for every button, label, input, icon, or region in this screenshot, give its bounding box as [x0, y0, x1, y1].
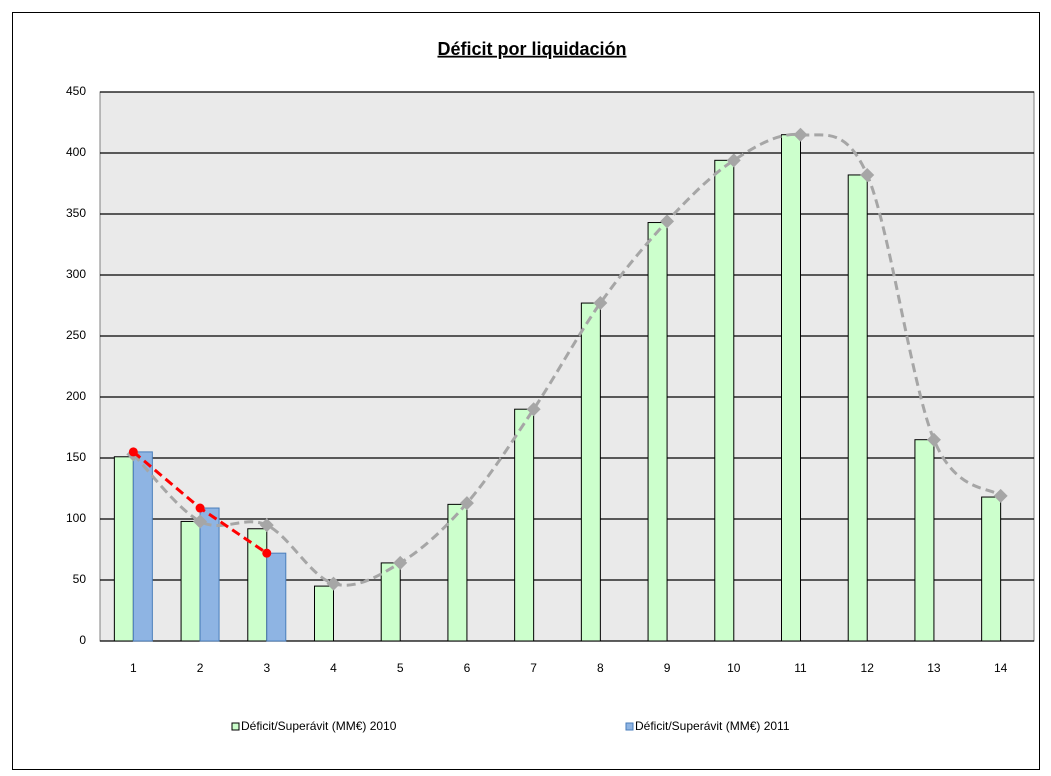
marker [526, 402, 541, 417]
bar [266, 552, 287, 642]
y-tick-label: 50 [73, 572, 87, 586]
x-tick-label: 7 [530, 661, 537, 675]
line [132, 132, 1002, 587]
x-tick-label: 1 [130, 661, 137, 675]
x-tick-label: 12 [861, 661, 875, 675]
chart-title: Déficit por liquidación [437, 39, 626, 59]
marker [860, 167, 875, 182]
bar [914, 439, 935, 642]
marker [326, 576, 341, 591]
y-tick-label: 300 [66, 267, 86, 281]
legend-label: Déficit/Superávit (MM€) 2011 [635, 719, 790, 733]
bar [380, 562, 401, 642]
plot-area [99, 91, 1035, 642]
x-tick-label: 13 [927, 661, 941, 675]
marker [593, 296, 608, 311]
x-tick-label: 8 [597, 661, 604, 675]
y-tick-label: 400 [66, 145, 86, 159]
marker [793, 127, 808, 142]
legend-label: Déficit/Superávit (MM€) 2010 [241, 719, 397, 733]
marker [393, 555, 408, 570]
x-tick-label: 4 [330, 661, 337, 675]
marker [193, 514, 208, 529]
bar [781, 134, 801, 642]
bar [647, 222, 668, 642]
bar [714, 159, 735, 642]
x-tick-label: 14 [994, 661, 1008, 675]
x-tick-label: 9 [664, 661, 671, 675]
bar [580, 302, 601, 642]
x-tick-label: 10 [727, 661, 741, 675]
marker [926, 432, 941, 447]
bar [132, 451, 153, 642]
y-tick-label: 250 [66, 328, 86, 342]
marker [993, 488, 1008, 503]
x-tick-label: 5 [397, 661, 404, 675]
y-tick-label: 350 [66, 206, 86, 220]
marker [259, 518, 274, 533]
marker [262, 548, 272, 558]
x-tick-label: 11 [794, 661, 807, 675]
marker [459, 496, 474, 511]
legend-swatch [625, 722, 634, 731]
marker [660, 214, 675, 229]
y-tick-label: 100 [66, 511, 86, 525]
marker [128, 447, 138, 457]
bar [180, 520, 201, 642]
bar [981, 496, 1002, 642]
y-tick-label: 150 [66, 450, 86, 464]
bar [199, 507, 220, 642]
x-tick-label: 6 [464, 661, 471, 675]
bar [113, 456, 134, 642]
bar [514, 408, 535, 642]
bar [847, 174, 868, 642]
y-tick-label: 200 [66, 389, 86, 403]
x-tick-label: 2 [197, 661, 204, 675]
bar [447, 503, 468, 642]
marker [195, 503, 205, 513]
y-tick-label: 450 [66, 84, 86, 98]
bar [314, 585, 334, 642]
legend-swatch [231, 722, 240, 731]
x-tick-label: 3 [263, 661, 270, 675]
y-tick-label: 0 [79, 633, 86, 647]
marker [726, 153, 741, 168]
